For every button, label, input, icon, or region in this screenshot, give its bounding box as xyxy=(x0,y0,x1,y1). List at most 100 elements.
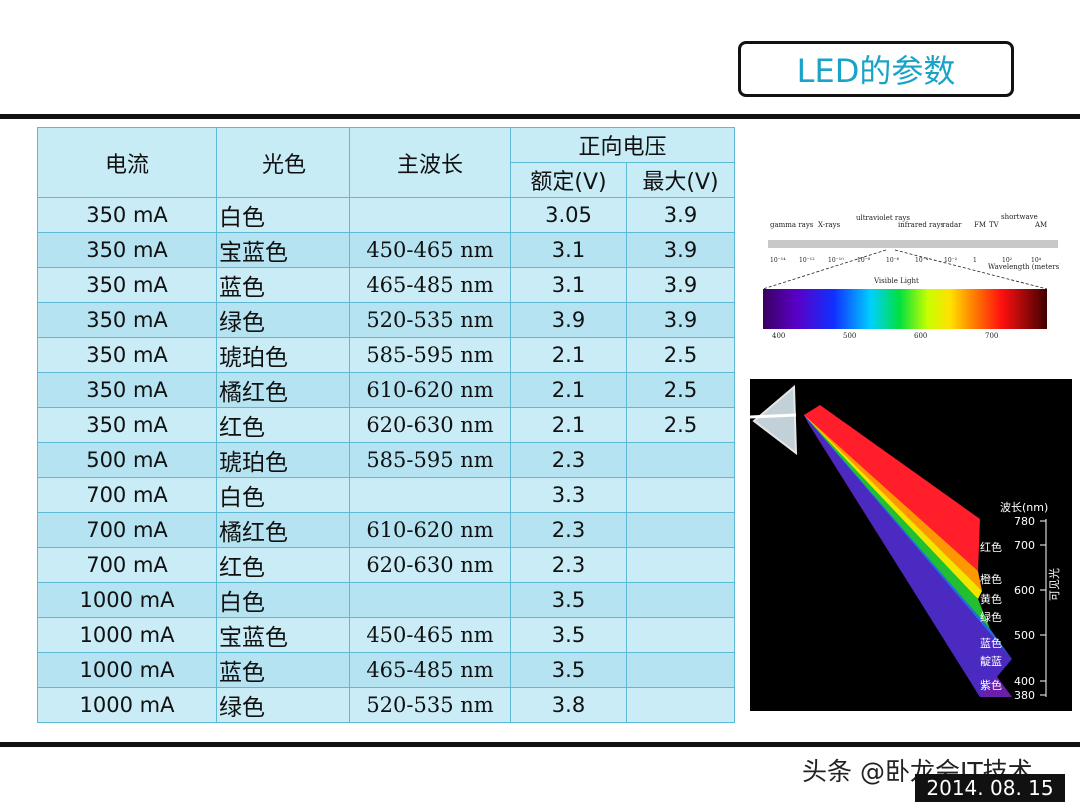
cell-max-voltage xyxy=(626,582,735,618)
em-band-label: ultraviolet rays xyxy=(856,214,910,222)
cell-current: 1000 mA xyxy=(37,652,217,688)
table-row: 350 mA 白色 3.05 3.9 xyxy=(37,197,735,233)
cell-current: 350 mA xyxy=(37,232,217,268)
header-wavelength: 主波长 xyxy=(349,127,511,198)
cell-rated-voltage: 3.9 xyxy=(510,302,627,338)
cell-color: 绿色 xyxy=(216,302,350,338)
cell-wavelength: 620-630 nm xyxy=(349,407,511,443)
band-blue xyxy=(804,415,1012,659)
cell-current: 1000 mA xyxy=(37,617,217,653)
prism-tick-label: 500 xyxy=(1014,629,1035,642)
prism-tick-label: 780 xyxy=(1014,515,1035,528)
band-indigo xyxy=(804,415,1012,697)
bottom-divider xyxy=(0,742,1080,747)
cell-rated-voltage: 3.1 xyxy=(510,232,627,268)
cell-rated-voltage: 3.5 xyxy=(510,652,627,688)
slide-title-box: LED的参数 xyxy=(738,41,1014,97)
cell-color: 白色 xyxy=(216,582,350,618)
cell-current: 350 mA xyxy=(37,197,217,233)
cell-wavelength xyxy=(349,477,511,513)
cell-color: 橘红色 xyxy=(216,372,350,408)
em-band-label: FM xyxy=(974,221,986,229)
cell-max-voltage xyxy=(626,687,735,723)
cell-max-voltage: 3.9 xyxy=(626,197,735,233)
cell-wavelength: 450-465 nm xyxy=(349,232,511,268)
prism-tick-label: 700 xyxy=(1014,539,1035,552)
em-exponent-label: 10⁻¹⁴ xyxy=(770,257,786,264)
visible-tick-label: 700 xyxy=(985,332,998,340)
band-green xyxy=(804,415,990,629)
table-row: 1000 mA 蓝色 465-485 nm 3.5 xyxy=(37,652,735,688)
table-row: 1000 mA 宝蓝色 450-465 nm 3.5 xyxy=(37,617,735,653)
cell-rated-voltage: 3.8 xyxy=(510,687,627,723)
cell-rated-voltage: 2.3 xyxy=(510,547,627,583)
em-exponent-label: 1 xyxy=(973,257,977,264)
cell-color: 宝蓝色 xyxy=(216,617,350,653)
cell-color: 绿色 xyxy=(216,687,350,723)
cell-max-voltage: 2.5 xyxy=(626,372,735,408)
cell-wavelength: 610-620 nm xyxy=(349,372,511,408)
prism-color-label: 黄色 xyxy=(980,592,1002,606)
cell-wavelength: 465-485 nm xyxy=(349,652,511,688)
prism-color-label: 靛蓝 xyxy=(980,654,1002,668)
cell-wavelength: 585-595 nm xyxy=(349,442,511,478)
visible-tick-label: 600 xyxy=(914,332,927,340)
table-row: 350 mA 绿色 520-535 nm 3.9 3.9 xyxy=(37,302,735,338)
cell-max-voltage xyxy=(626,512,735,548)
wavelength-meters-label: Wavelength (meters) xyxy=(988,263,1060,271)
cell-color: 琥珀色 xyxy=(216,442,350,478)
cell-current: 1000 mA xyxy=(37,582,217,618)
cell-wavelength: 610-620 nm xyxy=(349,512,511,548)
band-yellow xyxy=(804,413,982,599)
cell-rated-voltage: 3.1 xyxy=(510,267,627,303)
date-stamp: 2014. 08. 15 xyxy=(915,774,1065,802)
cell-max-voltage: 2.5 xyxy=(626,337,735,373)
cell-wavelength xyxy=(349,582,511,618)
cell-current: 350 mA xyxy=(37,407,217,443)
slide-title: LED的参数 xyxy=(796,52,956,90)
cell-rated-voltage: 2.3 xyxy=(510,512,627,548)
prism-axis-title: 波长(nm) xyxy=(1000,501,1048,514)
em-band-label: shortwave xyxy=(1001,213,1038,221)
cell-wavelength: 620-630 nm xyxy=(349,547,511,583)
cell-current: 500 mA xyxy=(37,442,217,478)
cell-max-voltage: 2.5 xyxy=(626,407,735,443)
cell-wavelength: 520-535 nm xyxy=(349,687,511,723)
table-row: 350 mA 橘红色 610-620 nm 2.1 2.5 xyxy=(37,372,735,408)
cell-color: 白色 xyxy=(216,197,350,233)
em-band-bar xyxy=(768,240,1058,248)
cell-max-voltage: 3.9 xyxy=(626,267,735,303)
header-max-voltage: 最大(V) xyxy=(626,162,735,198)
table-row: 700 mA 红色 620-630 nm 2.3 xyxy=(37,547,735,583)
cell-current: 350 mA xyxy=(37,372,217,408)
em-band-label: X-rays xyxy=(818,221,841,229)
visible-spectrum-bar xyxy=(763,289,1047,329)
cell-color: 白色 xyxy=(216,477,350,513)
cell-max-voltage: 3.9 xyxy=(626,232,735,268)
prism-tick-label: 400 xyxy=(1014,675,1035,688)
em-exponent-label: 10⁻⁴ xyxy=(915,257,929,264)
cell-wavelength: 450-465 nm xyxy=(349,617,511,653)
led-parameter-table: 电流 光色 主波长 正向电压 额定(V) 最大(V) 350 mA 白色 3.05 3… xyxy=(37,127,735,723)
cell-max-voltage xyxy=(626,652,735,688)
em-exponent-label: 10² xyxy=(1002,257,1013,264)
header-forward-voltage: 正向电压 xyxy=(510,127,735,163)
em-band-label: AM xyxy=(1034,221,1047,229)
cell-rated-voltage: 3.3 xyxy=(510,477,627,513)
em-band-label: radar xyxy=(942,221,962,229)
table-row: 700 mA 白色 3.3 xyxy=(37,477,735,513)
cell-max-voltage: 3.9 xyxy=(626,302,735,338)
em-band-label: gamma rays xyxy=(770,221,814,229)
table-row: 350 mA 红色 620-630 nm 2.1 2.5 xyxy=(37,407,735,443)
table-row: 350 mA 蓝色 465-485 nm 3.1 3.9 xyxy=(37,267,735,303)
prism-tick-label: 600 xyxy=(1014,584,1035,597)
cell-rated-voltage: 2.1 xyxy=(510,407,627,443)
em-exponent-label: 10⁴ xyxy=(1031,257,1042,264)
em-band-label: infrared rays xyxy=(898,221,945,229)
cell-color: 蓝色 xyxy=(216,267,350,303)
cell-color: 红色 xyxy=(216,547,350,583)
table-row: 1000 mA 绿色 520-535 nm 3.8 xyxy=(37,687,735,723)
cell-rated-voltage: 3.05 xyxy=(510,197,627,233)
zoom-line-right xyxy=(894,249,1048,290)
prism-color-label: 蓝色 xyxy=(980,636,1002,650)
